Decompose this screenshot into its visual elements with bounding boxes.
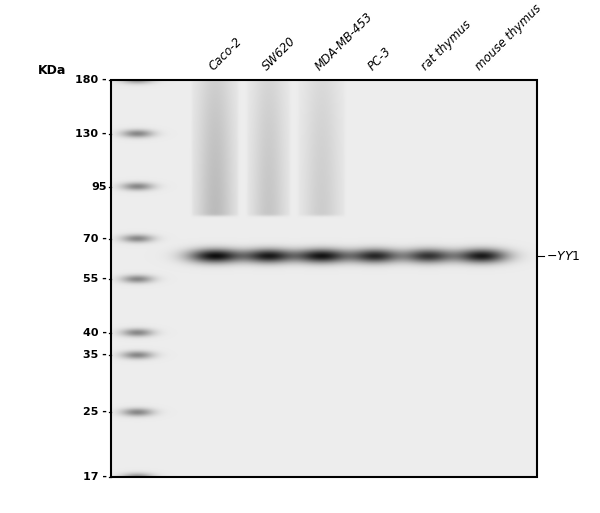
Text: PC-3: PC-3 [366,45,394,73]
Text: 35 -: 35 - [83,350,107,361]
Text: 25 -: 25 - [83,407,107,417]
Text: Caco-2: Caco-2 [206,35,244,73]
Text: rat thymus: rat thymus [419,18,474,73]
Text: 40 -: 40 - [83,328,107,338]
Text: 95: 95 [91,182,107,192]
Text: 17 -: 17 - [83,472,107,482]
Text: 180 -: 180 - [75,74,107,85]
Text: 55 -: 55 - [83,274,107,284]
Bar [111,80,537,477]
Text: KDa: KDa [38,64,66,77]
Text: $-\it{YY1}$: $-\it{YY1}$ [546,250,580,263]
Text: mouse thymus: mouse thymus [472,2,544,73]
Text: 70 -: 70 - [83,233,107,244]
Text: MDA-MB-453: MDA-MB-453 [313,10,376,73]
Text: SW620: SW620 [259,35,298,73]
Text: 130 -: 130 - [76,129,107,140]
